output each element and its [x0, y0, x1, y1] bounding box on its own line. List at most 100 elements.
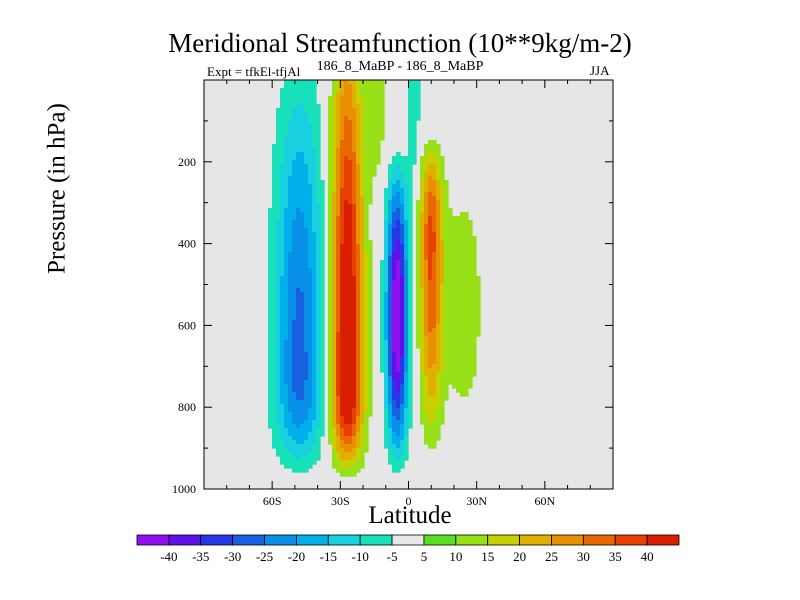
contour-cell [416, 236, 421, 241]
contour-cell [460, 304, 465, 309]
contour-cell [428, 236, 433, 241]
contour-cell [380, 120, 385, 125]
contour-cell [456, 344, 461, 349]
contour-cell [472, 264, 477, 269]
contour-cell [348, 144, 353, 149]
contour-cell [440, 364, 445, 369]
contour-cell [340, 468, 345, 473]
contour-cell [388, 396, 393, 401]
contour-cell [460, 336, 465, 341]
contour-cell [448, 336, 453, 341]
contour-cell [356, 256, 361, 261]
contour-cell [268, 396, 273, 401]
contour-cell [420, 192, 425, 197]
contour-cell [444, 252, 449, 257]
contour-cell [332, 300, 337, 305]
contour-cell [276, 416, 281, 421]
contour-cell [456, 252, 461, 257]
contour-cell [316, 188, 321, 193]
contour-cell [440, 264, 445, 269]
contour-cell [396, 400, 401, 405]
contour-cell [392, 288, 397, 293]
contour-cell [360, 232, 365, 237]
contour-cell [428, 276, 433, 281]
contour-cell [444, 392, 449, 397]
colorbar-swatch [168, 534, 202, 546]
contour-cell [392, 468, 397, 473]
contour-cell [432, 332, 437, 337]
contour-cell [296, 152, 301, 157]
contour-cell [272, 276, 277, 281]
y-tick-label: 800 [178, 400, 196, 414]
contour-cell [348, 280, 353, 285]
contour-cell [296, 136, 301, 141]
colorbar-swatch [646, 534, 680, 546]
contour-cell [356, 332, 361, 337]
contour-cell [332, 132, 337, 137]
contour-cell [328, 276, 333, 281]
contour-cell [268, 224, 273, 229]
contour-cell [308, 96, 313, 101]
contour-cell [424, 288, 429, 293]
contour-cell [300, 332, 305, 337]
contour-cell [332, 416, 337, 421]
contour-cell [328, 128, 333, 133]
contour-cell [396, 156, 401, 161]
contour-cell [304, 180, 309, 185]
contour-cell [420, 280, 425, 285]
contour-cell [312, 244, 317, 249]
contour-cell [312, 452, 317, 457]
contour-cell [360, 188, 365, 193]
contour-cell [472, 296, 477, 301]
contour-cell [312, 272, 317, 277]
contour-cell [300, 144, 305, 149]
contour-cell [344, 284, 349, 289]
contour-cell [420, 416, 425, 421]
contour-cell [460, 312, 465, 317]
contour-cell [400, 396, 405, 401]
contour-cell [316, 240, 321, 245]
contour-cell [292, 180, 297, 185]
contour-cell [364, 240, 369, 245]
contour-cell [272, 208, 277, 213]
contour-cell [320, 256, 325, 261]
contour-cell [352, 284, 357, 289]
contour-cell [336, 368, 341, 373]
contour-cell [460, 292, 465, 297]
contour-cell [320, 280, 325, 285]
contour-cell [476, 328, 481, 333]
contour-cell [400, 272, 405, 277]
contour-cell [464, 268, 469, 273]
contour-cell [440, 244, 445, 249]
contour-cell [284, 208, 289, 213]
contour-cell [368, 124, 373, 129]
contour-cell [408, 244, 413, 249]
contour-cell [368, 256, 373, 261]
contour-cell [452, 232, 457, 237]
contour-cell [344, 252, 349, 257]
contour-cell [408, 232, 413, 237]
contour-cell [408, 124, 413, 129]
contour-cell [300, 208, 305, 213]
contour-cell [344, 204, 349, 209]
contour-cell [320, 288, 325, 293]
contour-cell [292, 100, 297, 105]
contour-cell [408, 320, 413, 325]
colorbar-label: 25 [545, 549, 558, 564]
contour-cell [316, 292, 321, 297]
contour-cell [336, 224, 341, 229]
colorbar-swatch [136, 534, 170, 546]
contour-cell [352, 288, 357, 293]
contour-cell [284, 456, 289, 461]
contour-cell [292, 252, 297, 257]
contour-cell [332, 252, 337, 257]
contour-cell [388, 232, 393, 237]
contour-cell [308, 440, 313, 445]
contour-cell [288, 100, 293, 105]
contour-cell [328, 96, 333, 101]
contour-cell [404, 204, 409, 209]
contour-cell [368, 352, 373, 357]
contour-cell [296, 396, 301, 401]
contour-cell [312, 304, 317, 309]
contour-cell [416, 200, 421, 205]
